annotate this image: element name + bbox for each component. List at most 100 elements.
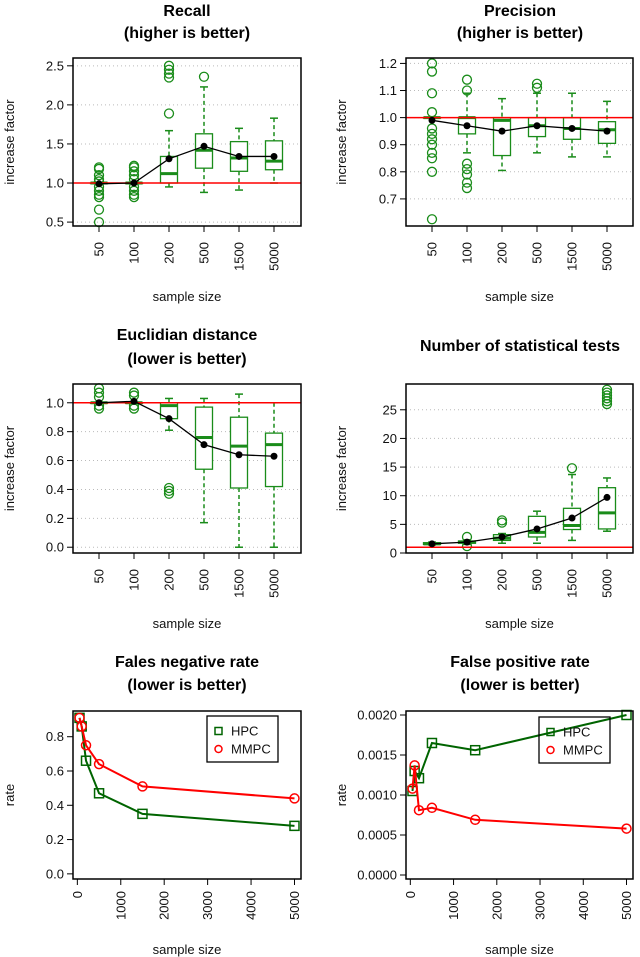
x-tick-label: 3000 bbox=[533, 891, 548, 920]
mean-point bbox=[463, 538, 471, 546]
data-point bbox=[93, 788, 105, 799]
mean-point bbox=[568, 514, 576, 522]
y-tick-label: 0.0000 bbox=[357, 868, 397, 883]
x-tick-label: 3000 bbox=[200, 891, 215, 920]
boxplot bbox=[229, 393, 249, 548]
outlier-point bbox=[461, 182, 473, 194]
x-tick-label: 100 bbox=[460, 242, 475, 264]
outlier-point bbox=[426, 153, 438, 164]
x-tick-label: 100 bbox=[460, 569, 475, 591]
boxplot bbox=[264, 117, 284, 184]
outlier-point bbox=[163, 482, 175, 494]
mean-point bbox=[200, 142, 208, 150]
mean-point bbox=[200, 441, 208, 449]
legend-label: MMPC bbox=[231, 742, 271, 757]
data-point bbox=[289, 820, 300, 832]
data-point bbox=[93, 758, 105, 770]
legend-box bbox=[538, 716, 611, 764]
outlier-point bbox=[461, 177, 473, 188]
outlier-point bbox=[128, 191, 140, 203]
data-point bbox=[80, 755, 92, 766]
outlier-point bbox=[93, 216, 105, 228]
mean-point bbox=[165, 155, 173, 163]
boxplot bbox=[527, 78, 547, 154]
outlier-point bbox=[93, 387, 105, 398]
data-point bbox=[469, 744, 481, 756]
outlier-point bbox=[163, 60, 175, 71]
x-axis-label: sample size bbox=[485, 942, 554, 957]
outlier-point bbox=[461, 85, 473, 96]
x-tick-label: 5000 bbox=[287, 891, 302, 920]
outlier-point bbox=[93, 170, 105, 181]
chart-title: (lower is better) bbox=[127, 351, 246, 368]
mean-point bbox=[270, 152, 278, 160]
mean-point bbox=[603, 493, 611, 501]
data-point bbox=[137, 808, 148, 820]
chart-panel: Precision (higher is better) 0.7 0.8 0.9 1.0 1… bbox=[334, 3, 634, 304]
data-point bbox=[426, 802, 438, 814]
x-axis-label: sample size bbox=[153, 289, 222, 304]
outlier-point bbox=[128, 387, 140, 398]
mean-point bbox=[95, 399, 103, 407]
outlier-point bbox=[426, 214, 438, 225]
x-tick-label: 100 bbox=[127, 242, 142, 264]
x-axis-label: sample size bbox=[153, 942, 222, 957]
y-tick-label: 0.0020 bbox=[357, 708, 397, 723]
legend-box bbox=[206, 715, 279, 763]
series-line-mmpc bbox=[78, 717, 295, 800]
outlier-point bbox=[93, 204, 105, 215]
x-tick-label: 4000 bbox=[244, 891, 259, 920]
x-tick-label: 200 bbox=[162, 569, 177, 591]
chart-title: Precision bbox=[484, 3, 556, 20]
x-tick-label: 200 bbox=[495, 242, 510, 264]
mean-point bbox=[498, 127, 506, 135]
data-point bbox=[76, 721, 87, 732]
y-tick-label: 2.0 bbox=[46, 97, 64, 112]
outlier-point bbox=[198, 71, 210, 82]
plot-frame bbox=[405, 383, 634, 554]
legend-marker-square bbox=[546, 727, 555, 737]
outlier-point bbox=[531, 82, 543, 93]
mean-point bbox=[235, 451, 243, 459]
chart-title: False positive rate bbox=[450, 654, 590, 671]
plot-frame bbox=[72, 383, 302, 554]
outlier-point bbox=[163, 108, 175, 119]
chart-title: Number of statistical tests bbox=[420, 338, 620, 355]
mean-line bbox=[98, 400, 275, 457]
chart-title: (lower is better) bbox=[460, 677, 579, 694]
outlier-point bbox=[426, 139, 438, 150]
data-point bbox=[80, 740, 92, 751]
outlier-point bbox=[128, 166, 140, 177]
chart-panel: Number of statistical tests 0 5 10 15 20 25 inc… bbox=[334, 338, 634, 631]
y-tick-label: 0 bbox=[390, 546, 397, 561]
y-tick-label: 1.2 bbox=[379, 56, 397, 71]
legend-label: HPC bbox=[231, 724, 258, 739]
y-tick-label: 1.5 bbox=[46, 136, 64, 151]
data-point bbox=[413, 804, 425, 816]
y-tick-label: 0.4 bbox=[46, 482, 64, 497]
data-point bbox=[137, 781, 148, 792]
x-tick-label: 200 bbox=[495, 569, 510, 591]
outlier-point bbox=[461, 158, 473, 169]
outlier-point bbox=[426, 66, 438, 77]
legend: HPC MMPC bbox=[538, 716, 611, 764]
x-tick-label: 50 bbox=[92, 242, 107, 256]
chart-panel: Euclidian distance (lower is better) 0.0 0.… bbox=[2, 327, 302, 631]
x-tick-label: 50 bbox=[92, 569, 107, 583]
mean-point bbox=[428, 116, 436, 124]
box bbox=[264, 432, 284, 488]
outlier-point bbox=[566, 463, 578, 474]
x-tick-label: 500 bbox=[530, 569, 545, 591]
x-tick-label: 50 bbox=[425, 569, 440, 583]
legend-marker-circle bbox=[214, 744, 223, 754]
x-tick-label: 0 bbox=[70, 891, 85, 898]
chart-title: (higher is better) bbox=[124, 25, 250, 42]
outlier-point bbox=[426, 123, 438, 134]
chart-panel: Recall (higher is better) 0.5 1.0 1.5 2.0 2.5 i… bbox=[2, 3, 302, 304]
mean-point bbox=[568, 124, 576, 132]
legend-label: MMPC bbox=[563, 743, 603, 758]
y-axis-label: increase factor bbox=[2, 425, 17, 511]
mean-line bbox=[98, 145, 274, 185]
data-point bbox=[469, 814, 481, 826]
y-tick-label: 0.0010 bbox=[357, 788, 397, 803]
